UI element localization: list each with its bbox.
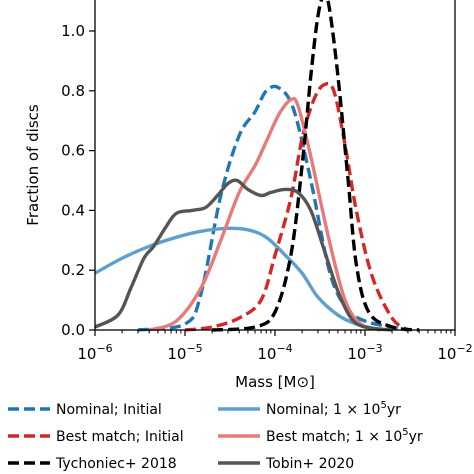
series-line-best-match-1-10-5yr xyxy=(148,96,382,332)
y-tick-label: 0.8 xyxy=(61,82,85,100)
series-line-tobin-2020 xyxy=(95,178,393,332)
legend-entry-nominal-initial: Nominal; Initial xyxy=(8,402,162,418)
x-tick-label: 10−2 xyxy=(437,342,472,363)
plot-frame xyxy=(94,0,456,331)
legend-label: Nominal; Initial xyxy=(56,402,162,418)
legend: Nominal; Initial Nominal; 1 × 105yr Best m… xyxy=(8,400,423,472)
legend-label: Best match; 1 × 105yr xyxy=(266,427,423,445)
series-line-tychoniec-2018 xyxy=(211,0,420,332)
x-ticks: 10−6 10−5 10−4 10−3 10−2 xyxy=(77,330,473,363)
y-tick-label: 0.4 xyxy=(61,201,85,219)
legend-entry-tobin-2020: Tobin+ 2020 xyxy=(218,456,354,472)
x-axis-label: Mass [M⊙] xyxy=(235,373,315,391)
x-tick-label: 10−4 xyxy=(257,342,292,363)
y-tick-label: 0.0 xyxy=(61,321,85,339)
legend-label: Best match; Initial xyxy=(56,429,184,445)
axes-layer xyxy=(94,0,456,331)
legend-label: Tobin+ 2020 xyxy=(265,456,354,472)
legend-entry-best-match-1-10-5yr: Best match; 1 × 105yr xyxy=(218,427,423,445)
series-layer xyxy=(95,0,420,332)
legend-label: Nominal; 1 × 105yr xyxy=(266,400,401,418)
legend-label: Tychoniec+ 2018 xyxy=(55,456,177,472)
legend-entry-tychoniec-2018: Tychoniec+ 2018 xyxy=(8,456,177,472)
y-tick-label: 0.6 xyxy=(61,142,85,160)
series-line-best-match-initial xyxy=(184,81,409,332)
legend-entry-best-match-initial: Best match; Initial xyxy=(8,429,184,445)
y-tick-label: 0.2 xyxy=(61,261,85,279)
y-tick-label: 1.0 xyxy=(61,22,85,40)
y-ticks: 0.0 0.2 0.4 0.6 0.8 1.0 xyxy=(61,22,95,339)
x-tick-label: 10−3 xyxy=(347,342,382,363)
legend-entry-nominal-1-10-5yr: Nominal; 1 × 105yr xyxy=(218,400,401,418)
y-axis-label: Fraction of discs xyxy=(24,104,42,226)
series-line-nominal-1-10-5yr xyxy=(95,226,382,332)
x-tick-label: 10−6 xyxy=(77,342,112,363)
x-tick-label: 10−5 xyxy=(167,342,202,363)
